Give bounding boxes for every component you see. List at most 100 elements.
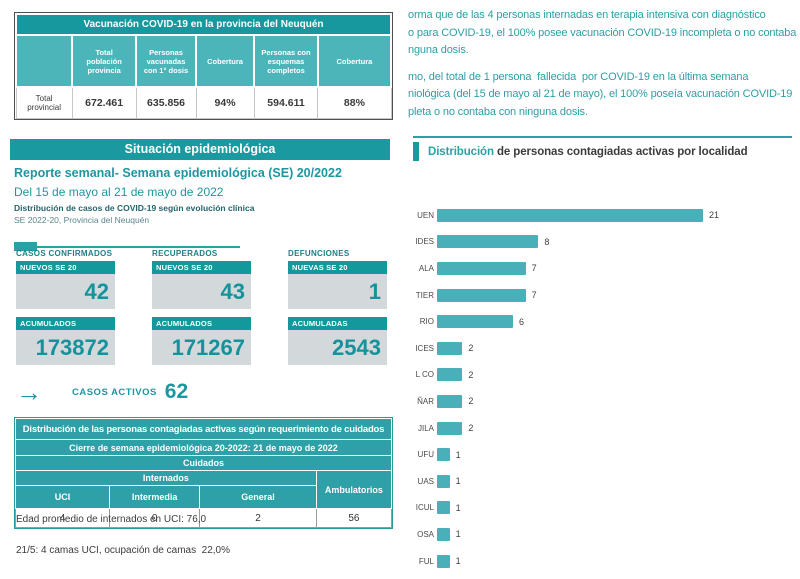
bar bbox=[437, 527, 450, 541]
title-rest: de personas contagiadas activas por loca… bbox=[493, 145, 748, 158]
chart-row: ALA 7 bbox=[408, 255, 800, 282]
care-table-subtitle: Cierre de semana epidemiológica 20-2022:… bbox=[15, 439, 392, 456]
bar-value: 1 bbox=[455, 476, 461, 487]
paragraph-line: niológica (del 15 de mayo al 21 de mayo)… bbox=[408, 88, 793, 100]
bar-value: 2 bbox=[468, 423, 474, 434]
stat-group-confirmed: CASOS CONFIRMADOS NUEVOS SE 20 42 ACUMUL… bbox=[16, 249, 115, 373]
active-cases-label: CASOS ACTIVOS bbox=[72, 386, 157, 398]
care-table-value-ambulatorios: 56 bbox=[315, 508, 393, 528]
locality-chart-title: Distribución de personas contagiadas act… bbox=[413, 142, 748, 161]
bar-label: UFU bbox=[417, 450, 434, 460]
chart-row: TIER 7 bbox=[408, 282, 800, 309]
vaccination-value-complete: 594.611 bbox=[253, 86, 319, 119]
bar-label: UAS bbox=[417, 476, 434, 486]
vaccination-col-header-coverage2: Cobertura bbox=[316, 34, 393, 88]
divider-accent bbox=[14, 242, 37, 251]
bar bbox=[437, 394, 463, 408]
chart-row: UAS 1 bbox=[408, 468, 800, 495]
active-cases-row: → CASOS ACTIVOS 62 bbox=[16, 379, 189, 405]
chart-row: ICUL 1 bbox=[408, 495, 800, 522]
stat-card-value: 173872 bbox=[16, 330, 115, 365]
bar bbox=[437, 501, 450, 515]
chart-row: ÑAR 2 bbox=[408, 388, 800, 415]
bar-value: 1 bbox=[455, 449, 461, 460]
care-table-value-intermedia: 0 bbox=[108, 508, 201, 528]
chart-top-border bbox=[413, 136, 792, 138]
vaccination-value-coverage1: 94% bbox=[195, 86, 255, 119]
chart-row: IDES 8 bbox=[408, 229, 800, 256]
bar-label: IDES bbox=[415, 237, 434, 247]
care-table-value-uci: 4 bbox=[15, 508, 110, 528]
care-table-internados-header: Internados bbox=[15, 470, 317, 486]
vaccination-table: Vacunación COVID-19 en la provincia del … bbox=[14, 12, 393, 120]
bar-label: JILA bbox=[417, 423, 434, 433]
report-subtitle-week: SE 2022-20, Provincia del Neuquén bbox=[14, 215, 150, 225]
bar-value: 6 bbox=[519, 316, 525, 327]
bar bbox=[437, 341, 463, 355]
vaccination-col-header-empty bbox=[14, 34, 74, 88]
stat-group-deaths: DEFUNCIONES NUEVAS SE 20 1 ACUMULADAS 25… bbox=[288, 249, 387, 373]
care-table-title: Distribución de las personas contagiadas… bbox=[15, 418, 392, 440]
care-table-ambulatorios-header: Ambulatorios bbox=[315, 470, 393, 509]
vaccination-table-title: Vacunación COVID-19 en la provincia del … bbox=[15, 13, 392, 36]
care-requirement-table: Distribución de las personas contagiadas… bbox=[14, 417, 393, 529]
bar bbox=[437, 474, 450, 488]
chart-row: UEN 21 bbox=[408, 202, 800, 229]
stat-card-new-deaths: NUEVAS SE 20 1 bbox=[288, 261, 387, 309]
title-accent-bar bbox=[413, 142, 419, 161]
bar-label: ÑAR bbox=[417, 396, 434, 406]
chart-row: RIO 6 bbox=[408, 308, 800, 335]
stat-card-accumulated-deaths: ACUMULADAS 2543 bbox=[288, 317, 387, 365]
bar-label: UEN bbox=[417, 210, 434, 220]
stat-group-label: CASOS CONFIRMADOS bbox=[16, 249, 113, 258]
stat-card-header: ACUMULADOS bbox=[152, 317, 251, 330]
care-table-col-general: General bbox=[199, 485, 317, 509]
stat-card-header: ACUMULADOS bbox=[16, 317, 115, 330]
paragraph-deceased-vaccination: mo, del total de 1 persona fallecida por… bbox=[408, 69, 800, 122]
stat-group-recovered: RECUPERADOS NUEVOS SE 20 43 ACUMULADOS 1… bbox=[152, 249, 251, 373]
bar bbox=[437, 208, 703, 222]
bar-value: 2 bbox=[468, 396, 474, 407]
paragraph-line: pleta o no contaba con ninguna dosis. bbox=[408, 105, 588, 118]
bar-value: 7 bbox=[531, 263, 537, 274]
stat-card-new-confirmed: NUEVOS SE 20 42 bbox=[16, 261, 115, 309]
stat-group-label: RECUPERADOS bbox=[152, 249, 218, 258]
bar-label: TIER bbox=[415, 290, 434, 300]
bar-value: 1 bbox=[455, 529, 461, 540]
care-table-value-general: 2 bbox=[199, 508, 317, 528]
bar-value: 2 bbox=[468, 369, 474, 380]
bar bbox=[437, 315, 513, 329]
paragraph-line: nguna dosis. bbox=[408, 44, 469, 56]
stat-card-value: 1 bbox=[288, 274, 387, 309]
stat-card-value: 2543 bbox=[288, 330, 387, 365]
care-table-group-header: Cuidados bbox=[15, 455, 392, 471]
locality-bar-chart: UEN 21 IDES 8 ALA 7 TIER 7 RIO 6 ICES 2 L CO 2 ÑAR 2 JIL… bbox=[408, 202, 800, 574]
care-table-col-intermedia: Intermedia bbox=[108, 485, 201, 509]
paragraph-line: o para COVID-19, el 100% posee vacunació… bbox=[408, 26, 797, 39]
bar bbox=[437, 288, 526, 302]
bar-value: 7 bbox=[531, 290, 537, 301]
bar bbox=[437, 261, 526, 275]
bar bbox=[437, 554, 450, 568]
vaccination-status-paragraphs: orma que de las 4 personas internadas en… bbox=[408, 7, 800, 130]
vaccination-col-header-complete: Personas con esquemas completos bbox=[253, 34, 319, 88]
bar-label: ALA bbox=[418, 263, 434, 273]
chart-row: OSA 1 bbox=[408, 521, 800, 548]
paragraph-line: mo, del total de 1 persona fallecida por… bbox=[408, 70, 749, 83]
bar-value: 8 bbox=[544, 236, 550, 247]
bar-label: FUL bbox=[418, 556, 434, 566]
bar-label: RIO bbox=[419, 317, 434, 327]
chart-row: JILA 2 bbox=[408, 415, 800, 442]
bar bbox=[437, 448, 450, 462]
stat-card-new-recovered: NUEVOS SE 20 43 bbox=[152, 261, 251, 309]
stat-card-header: NUEVAS SE 20 bbox=[288, 261, 387, 274]
bar-value: 2 bbox=[468, 343, 474, 354]
chart-row: FUL 1 bbox=[408, 548, 800, 575]
care-table-col-uci: UCI bbox=[15, 485, 110, 509]
bar bbox=[437, 421, 463, 435]
chart-row: UFU 1 bbox=[408, 441, 800, 468]
locality-chart-title-text: Distribución de personas contagiadas act… bbox=[428, 146, 748, 158]
bar-label: L CO bbox=[415, 370, 434, 380]
bar-value: 21 bbox=[709, 210, 720, 221]
active-cases-value: 62 bbox=[164, 380, 189, 403]
